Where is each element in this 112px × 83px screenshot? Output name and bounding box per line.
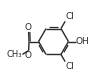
Text: Cl: Cl <box>65 12 74 21</box>
Text: O: O <box>24 23 31 32</box>
Text: OH: OH <box>76 37 89 46</box>
Text: O: O <box>24 51 31 60</box>
Text: Cl: Cl <box>65 62 74 71</box>
Text: CH₃: CH₃ <box>6 50 22 59</box>
